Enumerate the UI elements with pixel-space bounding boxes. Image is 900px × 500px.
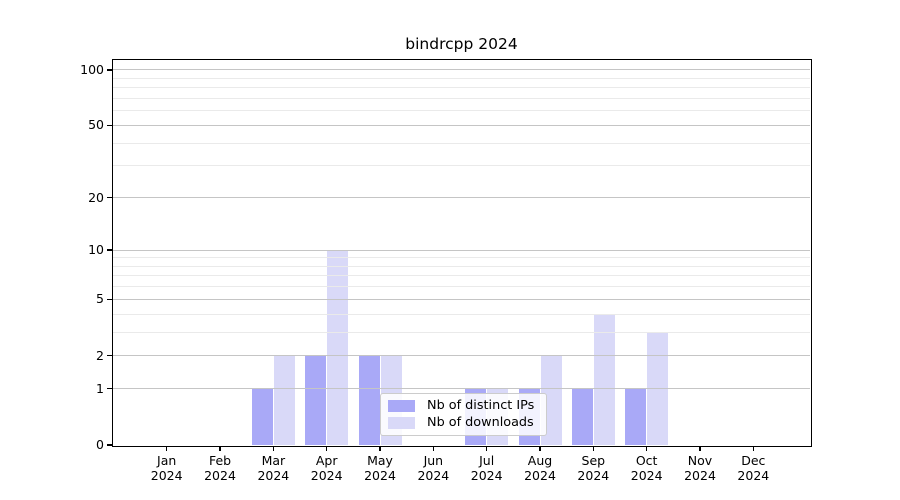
gridline-minor-70 bbox=[113, 97, 810, 99]
legend-swatch-distinct-ips bbox=[388, 399, 415, 412]
y-tick-1 bbox=[106, 387, 112, 390]
y-tick-0 bbox=[106, 444, 112, 446]
x-tick-nov bbox=[699, 446, 701, 451]
x-tick-label-jan: Jan 2024 bbox=[150, 452, 183, 484]
x-tick-label-sep: Sep 2024 bbox=[577, 452, 610, 484]
x-tick-label-aug: Aug 2024 bbox=[524, 452, 556, 484]
gridline-minor-40 bbox=[113, 142, 810, 144]
bar-downloads-mar bbox=[273, 355, 295, 445]
y-tick-label-5: 5 bbox=[96, 291, 104, 307]
bar-downloads-sep bbox=[593, 314, 615, 445]
gridline-minor-9 bbox=[113, 257, 810, 259]
y-tick-label-100: 100 bbox=[80, 61, 104, 77]
y-tick-100 bbox=[106, 69, 112, 71]
gridline-major-50 bbox=[113, 124, 810, 126]
bar-downloads-apr bbox=[327, 250, 349, 445]
legend: Nb of distinct IPs Nb of downloads bbox=[380, 393, 547, 436]
gridline-minor-30 bbox=[113, 165, 810, 167]
x-tick-may bbox=[379, 446, 381, 451]
gridline-major-1 bbox=[113, 388, 810, 390]
x-tick-feb bbox=[219, 446, 221, 451]
y-tick-label-0: 0 bbox=[96, 437, 104, 452]
x-tick-sep bbox=[592, 446, 595, 451]
x-tick-label-mar: Mar 2024 bbox=[257, 452, 290, 484]
legend-item-distinct-ips: Nb of distinct IPs bbox=[388, 397, 539, 415]
gridline-minor-90 bbox=[113, 77, 810, 79]
y-tick-label-10: 10 bbox=[88, 242, 104, 258]
y-tick-50 bbox=[106, 124, 112, 127]
x-tick-mar bbox=[272, 446, 275, 451]
bar-distinct-ips-oct bbox=[625, 388, 647, 445]
y-tick-2 bbox=[106, 354, 112, 357]
x-tick-label-jun: Jun 2024 bbox=[417, 452, 450, 484]
gridline-major-5 bbox=[113, 298, 810, 300]
chart-title: bindrcpp 2024 bbox=[405, 35, 518, 53]
legend-label-distinct-ips: Nb of distinct IPs bbox=[427, 397, 535, 413]
x-tick-label-dec: Dec 2024 bbox=[737, 452, 770, 484]
x-tick-aug bbox=[539, 446, 541, 451]
x-tick-label-apr: Apr 2024 bbox=[310, 452, 343, 484]
bar-distinct-ips-mar bbox=[251, 388, 273, 445]
gridline-major-2 bbox=[113, 355, 810, 357]
y-tick-label-2: 2 bbox=[96, 347, 104, 363]
gridline-major-20 bbox=[113, 197, 810, 198]
bar-distinct-ips-may bbox=[358, 355, 380, 445]
x-tick-label-may: May 2024 bbox=[364, 452, 396, 484]
x-tick-jun bbox=[432, 446, 435, 451]
bar-distinct-ips-apr bbox=[305, 355, 327, 445]
gridline-minor-4 bbox=[113, 313, 810, 315]
y-tick-10 bbox=[106, 249, 112, 251]
x-tick-jan bbox=[165, 446, 168, 451]
gridline-major-10 bbox=[113, 249, 810, 251]
legend-label-downloads: Nb of downloads bbox=[427, 415, 534, 431]
y-tick-label-50: 50 bbox=[88, 117, 104, 133]
gridline-minor-8 bbox=[113, 265, 810, 267]
x-tick-oct bbox=[645, 446, 648, 451]
gridline-minor-6 bbox=[113, 286, 810, 288]
y-tick-5 bbox=[106, 298, 112, 301]
legend-item-downloads: Nb of downloads bbox=[388, 415, 539, 433]
y-tick-label-20: 20 bbox=[88, 189, 104, 205]
bar-distinct-ips-sep bbox=[571, 388, 593, 445]
gridline-minor-60 bbox=[113, 110, 810, 112]
x-tick-apr bbox=[325, 446, 328, 451]
x-tick-label-feb: Feb 2024 bbox=[204, 452, 236, 484]
gridline-major-100 bbox=[113, 69, 810, 71]
gridline-minor-3 bbox=[113, 331, 810, 333]
x-tick-label-jul: Jul 2024 bbox=[470, 452, 503, 484]
gridline-minor-80 bbox=[113, 87, 810, 89]
y-tick-20 bbox=[106, 196, 112, 199]
x-tick-jul bbox=[485, 446, 488, 451]
gridline-minor-7 bbox=[113, 275, 810, 277]
x-tick-dec bbox=[752, 446, 755, 451]
y-tick-label-1: 1 bbox=[96, 380, 104, 396]
legend-swatch-downloads bbox=[388, 417, 415, 430]
x-tick-label-oct: Oct 2024 bbox=[630, 452, 663, 484]
x-tick-label-nov: Nov 2024 bbox=[684, 452, 716, 484]
